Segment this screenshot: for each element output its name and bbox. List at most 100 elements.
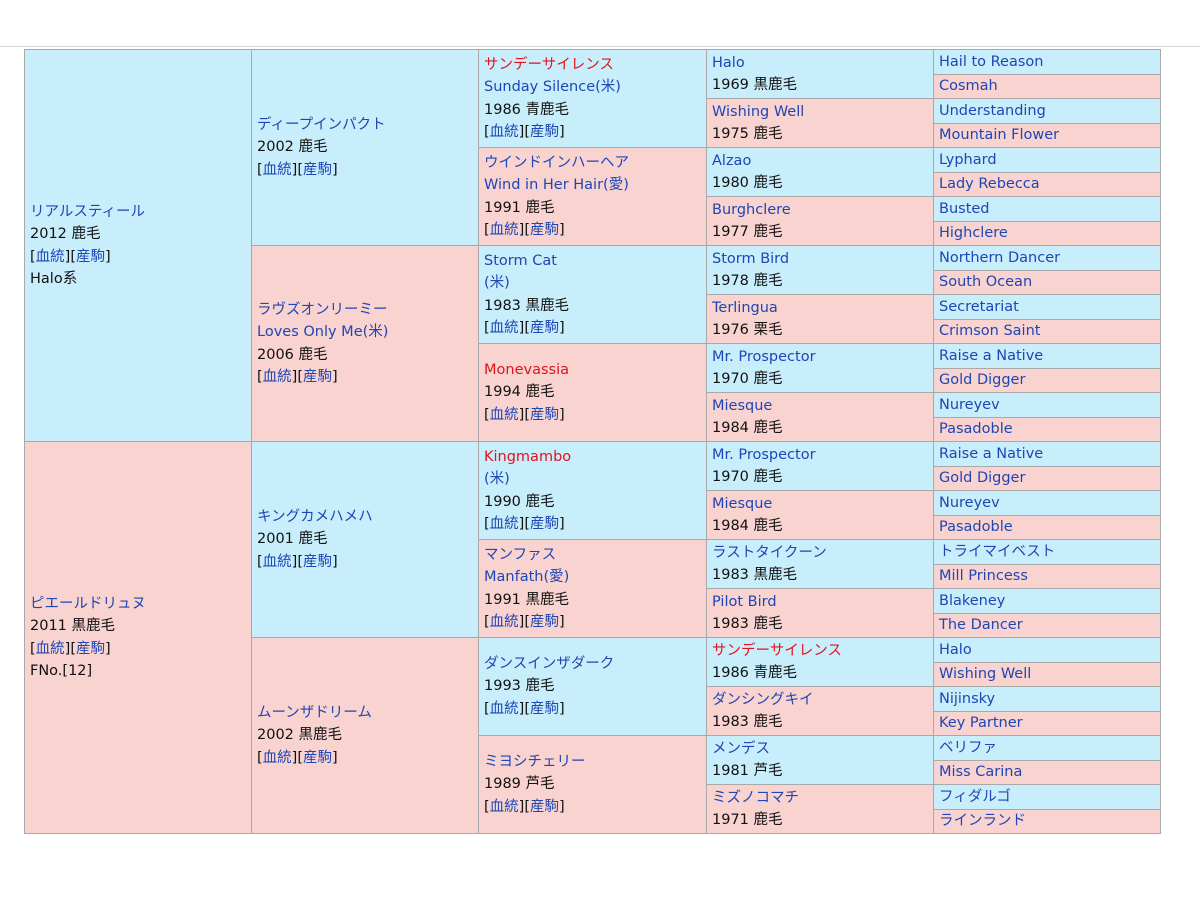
ss-name-link[interactable]: ディープインパクト xyxy=(257,116,386,133)
gen5-name-link[interactable]: Busted xyxy=(939,200,990,217)
sd-en-name-link[interactable]: Loves Only Me(米) xyxy=(257,324,389,341)
gen5-name-link[interactable]: Gold Digger xyxy=(939,372,1026,389)
sd-jp-name-link[interactable]: ラヴズオンリーミー xyxy=(257,301,388,318)
dd-lineage-link[interactable]: 血統 xyxy=(262,749,292,766)
gen4-color: 鹿毛 xyxy=(753,126,783,142)
gen4-name-link[interactable]: ミズノコマチ xyxy=(712,789,799,806)
gen4-name-link[interactable]: Halo xyxy=(712,54,745,71)
gen5-name-link[interactable]: Mountain Flower xyxy=(939,127,1060,144)
dss-lineage-link[interactable]: 血統 xyxy=(489,515,519,532)
gen5-name-link[interactable]: フィダルゴ xyxy=(939,788,1011,805)
sire-cell: リアルスティール 2012 鹿毛 [血統][産駒] Halo系 xyxy=(24,49,252,442)
sss-lineage-link[interactable]: 血統 xyxy=(489,123,519,140)
sds-offspring-link[interactable]: 産駒 xyxy=(530,319,559,336)
dss-offspring-link[interactable]: 産駒 xyxy=(530,515,559,532)
sds-en-name-link[interactable]: Storm Cat xyxy=(484,252,557,269)
ssd-offspring-link[interactable]: 産駒 xyxy=(530,221,559,238)
gen5-name-link[interactable]: Mill Princess xyxy=(939,568,1028,585)
sds-suffix-link[interactable]: (米) xyxy=(484,275,510,292)
sds-lineage-link[interactable]: 血統 xyxy=(489,319,519,336)
dsd-en-name-link[interactable]: Manfath(愛) xyxy=(484,569,570,586)
gen5-name-link[interactable]: Understanding xyxy=(939,102,1046,119)
ssd-jp-name-link[interactable]: ウインドインハーヘア xyxy=(484,154,629,171)
dam-offspring-link[interactable]: 産駒 xyxy=(76,640,105,657)
gen5-name-link[interactable]: Gold Digger xyxy=(939,470,1026,487)
ds-name-link[interactable]: キングカメハメハ xyxy=(257,508,373,525)
gen5-name-link[interactable]: Wishing Well xyxy=(939,666,1032,683)
dsd-lineage-link[interactable]: 血統 xyxy=(489,613,519,630)
dd-name-link[interactable]: ムーンザドリーム xyxy=(257,704,372,721)
gen5-name-link[interactable]: Raise a Native xyxy=(939,445,1044,462)
dd-color: 黒鹿毛 xyxy=(298,727,343,744)
dsd-offspring-link[interactable]: 産駒 xyxy=(530,613,559,630)
gen5-name-link[interactable]: Pasadoble xyxy=(939,421,1013,438)
dam-name-link[interactable]: ピエールドリュヌ xyxy=(30,595,146,612)
sdd-lineage-link[interactable]: 血統 xyxy=(489,406,519,423)
ssd-en-name-link[interactable]: Wind in Her Hair(愛) xyxy=(484,177,629,194)
ss-offspring-link[interactable]: 産駒 xyxy=(303,161,332,178)
sss-color: 青鹿毛 xyxy=(525,101,570,118)
ddd-jp-name-link[interactable]: ミヨシチェリー xyxy=(484,753,586,770)
sdd-offspring-link[interactable]: 産駒 xyxy=(530,406,559,423)
dds-jp-name-link[interactable]: ダンスインザダーク xyxy=(484,655,615,672)
dss-suffix-link[interactable]: (米) xyxy=(484,471,510,488)
gen4-name-link[interactable]: ラストタイクーン xyxy=(712,544,827,561)
gen5-name-link[interactable]: トライマイベスト xyxy=(939,543,1056,560)
sss-offspring-link[interactable]: 産駒 xyxy=(530,123,559,140)
gen4-name-link[interactable]: Miesque xyxy=(712,397,773,414)
gen5-name-link[interactable]: Blakeney xyxy=(939,592,1006,609)
gen4-name-link[interactable]: Miesque xyxy=(712,495,773,512)
gen4-name-link[interactable]: メンデス xyxy=(712,740,770,757)
sire-lineage-link[interactable]: 血統 xyxy=(35,248,65,265)
sd-lineage-link[interactable]: 血統 xyxy=(262,368,292,385)
dds-lineage-link[interactable]: 血統 xyxy=(489,700,519,717)
gen5-name-link[interactable]: Crimson Saint xyxy=(939,323,1041,340)
gen5-cell: Lady Rebecca xyxy=(933,171,1161,197)
gen5-name-link[interactable]: Raise a Native xyxy=(939,347,1044,364)
gen5-name-link[interactable]: Miss Carina xyxy=(939,764,1023,781)
ss-lineage-link[interactable]: 血統 xyxy=(262,161,292,178)
gen5-name-link[interactable]: Cosmah xyxy=(939,78,998,95)
gen5-name-link[interactable]: Lyphard xyxy=(939,151,997,168)
gen5-name-link[interactable]: South Ocean xyxy=(939,274,1033,291)
gen5-name-link[interactable]: Halo xyxy=(939,641,972,658)
gen5-name-link[interactable]: Highclere xyxy=(939,225,1008,242)
sire-name-link[interactable]: リアルスティール xyxy=(30,203,145,220)
gen5-name-link[interactable]: Nureyev xyxy=(939,396,1000,413)
gen5-name-link[interactable]: Nureyev xyxy=(939,494,1000,511)
dds-offspring-link[interactable]: 産駒 xyxy=(530,700,559,717)
ds-lineage-link[interactable]: 血統 xyxy=(262,553,292,570)
dd-offspring-link[interactable]: 産駒 xyxy=(303,749,332,766)
dam-lineage-link[interactable]: 血統 xyxy=(35,640,65,657)
sds-cell: Storm Cat (米) 1983 黒鹿毛 [血統][産駒] xyxy=(478,245,707,344)
dsd-jp-name-link[interactable]: マンファス xyxy=(484,546,557,563)
gen4-name-link[interactable]: Alzao xyxy=(712,152,752,169)
ddd-lineage-link[interactable]: 血統 xyxy=(489,798,519,815)
gen5-name-link[interactable]: ラインランド xyxy=(939,813,1026,830)
gen4-name-link[interactable]: Mr. Prospector xyxy=(712,446,816,463)
gen4-name-link[interactable]: Burghclere xyxy=(712,201,791,218)
gen4-name-link[interactable]: Wishing Well xyxy=(712,103,805,120)
gen5-name-link[interactable]: Lady Rebecca xyxy=(939,176,1040,193)
gen4-cell: Miesque 1984 鹿毛 xyxy=(706,490,934,540)
sd-offspring-link[interactable]: 産駒 xyxy=(303,368,332,385)
gen5-name-link[interactable]: Key Partner xyxy=(939,715,1023,732)
gen5-name-link[interactable]: Northern Dancer xyxy=(939,249,1061,266)
sss-en-name-link[interactable]: Sunday Silence(米) xyxy=(484,79,621,96)
gen5-name-link[interactable]: Pasadoble xyxy=(939,519,1013,536)
gen4-cell: Halo 1969 黒鹿毛 xyxy=(706,49,934,99)
gen4-name-link[interactable]: Terlingua xyxy=(712,299,778,316)
gen5-name-link[interactable]: Nijinsky xyxy=(939,690,996,707)
gen4-name-link[interactable]: Mr. Prospector xyxy=(712,348,816,365)
gen5-name-link[interactable]: Hail to Reason xyxy=(939,53,1044,70)
gen5-name-link[interactable]: The Dancer xyxy=(939,617,1023,634)
ds-offspring-link[interactable]: 産駒 xyxy=(303,553,332,570)
gen4-name-link[interactable]: Pilot Bird xyxy=(712,593,777,610)
gen4-name-link[interactable]: Storm Bird xyxy=(712,250,790,267)
gen5-name-link[interactable]: Secretariat xyxy=(939,298,1019,315)
gen4-name-link[interactable]: ダンシングキイ xyxy=(712,691,814,708)
ssd-lineage-link[interactable]: 血統 xyxy=(489,221,519,238)
sire-offspring-link[interactable]: 産駒 xyxy=(76,248,105,265)
ddd-offspring-link[interactable]: 産駒 xyxy=(530,798,559,815)
gen5-name-link[interactable]: ベリファ xyxy=(939,739,997,756)
